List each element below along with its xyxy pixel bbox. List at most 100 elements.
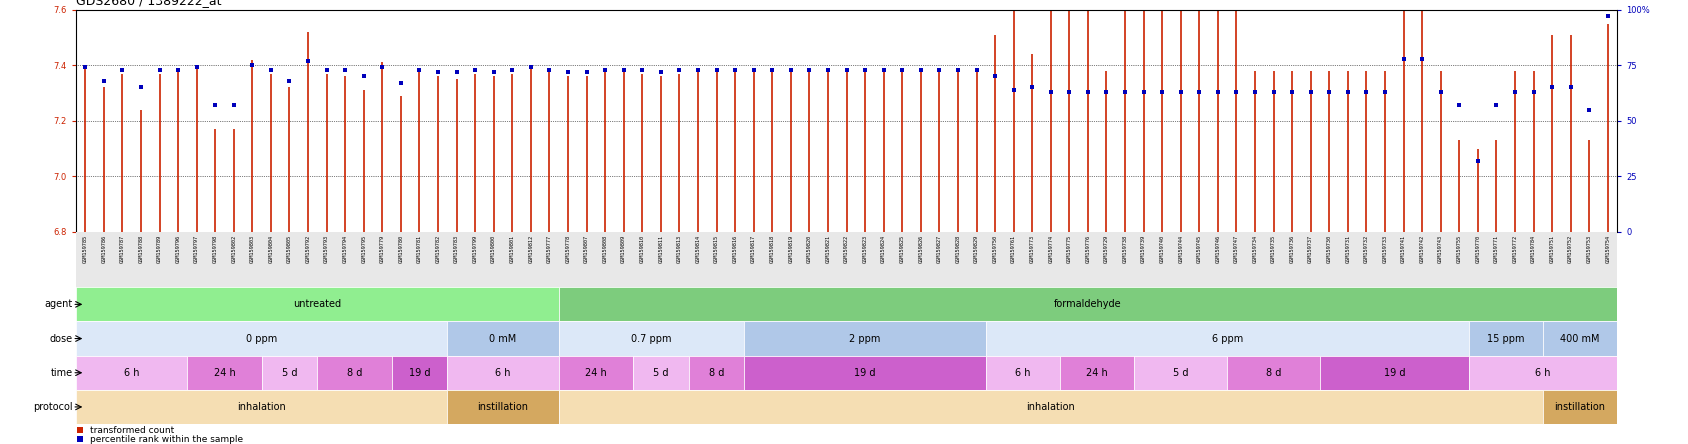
Text: GSM159795: GSM159795 [361, 234, 366, 263]
Text: GSM159826: GSM159826 [918, 234, 923, 263]
Text: 8 d: 8 d [346, 368, 363, 378]
Text: 0.7 ppm: 0.7 ppm [631, 333, 672, 344]
Text: 5 d: 5 d [282, 368, 297, 378]
Text: GSM159794: GSM159794 [343, 234, 348, 263]
Text: GSM159777: GSM159777 [547, 234, 552, 263]
Bar [744, 356, 986, 390]
Text: GSM159798: GSM159798 [213, 234, 218, 263]
Text: GSM159784: GSM159784 [1531, 234, 1536, 263]
Bar [447, 390, 559, 424]
Text: GSM159810: GSM159810 [640, 234, 645, 263]
Text: GSM159747: GSM159747 [1234, 234, 1239, 263]
Text: GSM159807: GSM159807 [584, 234, 589, 263]
Bar [559, 356, 633, 390]
Text: GSM159773: GSM159773 [1030, 234, 1035, 263]
Text: formaldehyde: formaldehyde [1053, 299, 1123, 309]
Text: 400 mM: 400 mM [1560, 333, 1600, 344]
Text: GSM159800: GSM159800 [491, 234, 496, 263]
Text: GSM159781: GSM159781 [417, 234, 422, 263]
Text: GSM159789: GSM159789 [157, 234, 162, 263]
Text: GSM159730: GSM159730 [1327, 234, 1332, 263]
Text: inhalation: inhalation [238, 402, 285, 412]
Text: GSM159737: GSM159737 [1308, 234, 1313, 263]
Text: GSM159754: GSM159754 [1605, 234, 1610, 263]
Text: GSM159743: GSM159743 [1438, 234, 1443, 263]
Text: 8 d: 8 d [709, 368, 724, 378]
Text: 19 d: 19 d [1384, 368, 1404, 378]
Text: GSM159814: GSM159814 [695, 234, 701, 263]
Text: GSM159811: GSM159811 [658, 234, 663, 263]
Text: 0 mM: 0 mM [490, 333, 517, 344]
Bar [76, 356, 187, 390]
Text: 0 ppm: 0 ppm [246, 333, 277, 344]
Text: 2 ppm: 2 ppm [849, 333, 881, 344]
Bar [986, 321, 1469, 356]
Text: GSM159734: GSM159734 [1252, 234, 1258, 263]
Text: GSM159808: GSM159808 [603, 234, 608, 263]
Text: GSM159787: GSM159787 [120, 234, 125, 263]
Bar [1320, 356, 1469, 390]
Text: GSM159779: GSM159779 [380, 234, 385, 263]
Bar [317, 356, 392, 390]
Bar [1227, 356, 1320, 390]
Text: GSM159776: GSM159776 [1085, 234, 1090, 263]
Bar [559, 390, 1543, 424]
Bar [447, 321, 559, 356]
Bar [262, 356, 317, 390]
Text: instillation: instillation [1555, 402, 1605, 412]
Bar [689, 356, 744, 390]
Text: GSM159803: GSM159803 [250, 234, 255, 263]
Bar [187, 356, 262, 390]
Text: GSM159770: GSM159770 [1475, 234, 1480, 263]
Text: GSM159775: GSM159775 [1067, 234, 1072, 263]
Text: GSM159801: GSM159801 [510, 234, 515, 263]
Text: GSM159812: GSM159812 [528, 234, 533, 263]
Bar [744, 321, 986, 356]
Text: GSM159793: GSM159793 [324, 234, 329, 263]
Text: GSM159824: GSM159824 [881, 234, 886, 263]
Text: GSM159745: GSM159745 [1197, 234, 1202, 263]
Bar [76, 321, 447, 356]
Text: GSM159771: GSM159771 [1494, 234, 1499, 263]
Text: GSM159761: GSM159761 [1011, 234, 1016, 263]
Bar [559, 321, 744, 356]
Text: 5 d: 5 d [653, 368, 668, 378]
Bar [1060, 356, 1134, 390]
Text: GSM159820: GSM159820 [807, 234, 812, 263]
Bar [559, 287, 1617, 321]
Text: GSM159819: GSM159819 [788, 234, 793, 263]
Text: 6 h: 6 h [1014, 368, 1031, 378]
Text: GSM159785: GSM159785 [83, 234, 88, 263]
Text: GSM159729: GSM159729 [1104, 234, 1109, 263]
Text: dose: dose [49, 333, 73, 344]
Text: 24 h: 24 h [1087, 368, 1107, 378]
Text: 6 h: 6 h [123, 368, 140, 378]
Bar [1543, 321, 1617, 356]
Text: 5 d: 5 d [1173, 368, 1188, 378]
Text: GSM159813: GSM159813 [677, 234, 682, 263]
Text: GSM159732: GSM159732 [1364, 234, 1369, 263]
Text: GSM159788: GSM159788 [138, 234, 143, 263]
Text: GDS2680 / 1389222_at: GDS2680 / 1389222_at [76, 0, 221, 7]
Bar [1543, 390, 1617, 424]
Text: 19 d: 19 d [408, 368, 430, 378]
Text: GSM159780: GSM159780 [398, 234, 403, 263]
Text: GSM159804: GSM159804 [268, 234, 273, 263]
Text: agent: agent [44, 299, 73, 309]
Text: percentile rank within the sample: percentile rank within the sample [89, 435, 243, 444]
Text: GSM159782: GSM159782 [436, 234, 441, 263]
Text: GSM159751: GSM159751 [1550, 234, 1555, 263]
Text: untreated: untreated [294, 299, 341, 309]
Text: instillation: instillation [478, 402, 528, 412]
Text: GSM159818: GSM159818 [770, 234, 775, 263]
Text: protocol: protocol [34, 402, 73, 412]
Text: GSM159805: GSM159805 [287, 234, 292, 263]
Text: GSM159827: GSM159827 [937, 234, 942, 263]
Text: GSM159815: GSM159815 [714, 234, 719, 263]
Text: 6 ppm: 6 ppm [1212, 333, 1242, 344]
Text: 24 h: 24 h [214, 368, 235, 378]
Text: GSM159821: GSM159821 [825, 234, 830, 263]
Text: GSM159733: GSM159733 [1382, 234, 1388, 263]
Text: GSM159741: GSM159741 [1401, 234, 1406, 263]
Text: GSM159752: GSM159752 [1568, 234, 1573, 263]
